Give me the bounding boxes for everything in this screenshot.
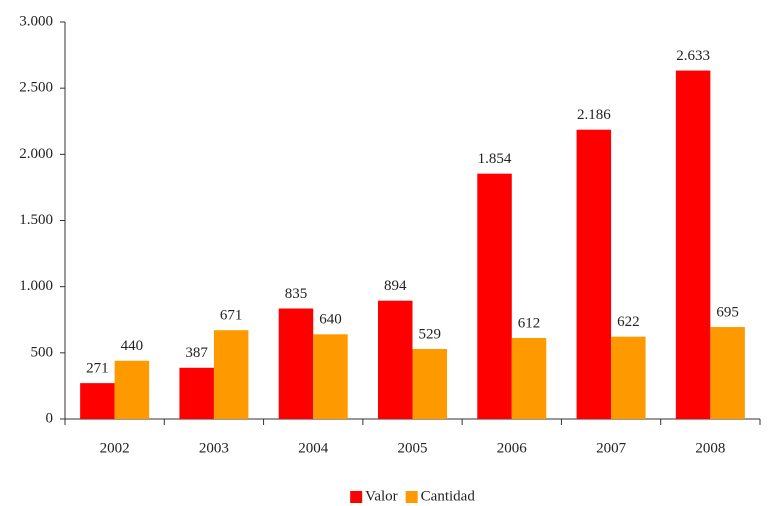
value-label: 271 — [86, 361, 109, 377]
bar — [611, 336, 646, 419]
bar — [378, 300, 413, 419]
value-label: 2.633 — [676, 48, 710, 64]
y-tick-label: 2.500 — [19, 80, 53, 96]
legend-swatch — [350, 491, 363, 503]
value-label: 835 — [285, 286, 308, 302]
legend-swatch — [405, 491, 418, 503]
legend-label: Cantidad — [421, 488, 476, 504]
bar — [313, 334, 348, 419]
legend-label: Valor — [365, 488, 398, 504]
y-tick-label: 1.500 — [19, 212, 53, 228]
bar — [278, 308, 314, 419]
value-label: 671 — [220, 308, 243, 324]
bar — [477, 173, 512, 419]
value-label: 387 — [185, 345, 208, 361]
x-tick-label: 2007 — [596, 440, 627, 456]
value-label: 894 — [384, 278, 407, 294]
bar — [675, 70, 711, 419]
x-tick-label: 2005 — [398, 440, 428, 456]
value-label: 2.186 — [577, 107, 611, 123]
value-label: 622 — [617, 314, 640, 330]
x-tick-label: 2004 — [298, 440, 329, 456]
y-tick-label: 2.000 — [19, 146, 53, 162]
y-tick-label: 1.000 — [19, 278, 53, 294]
x-tick-label: 2002 — [100, 440, 130, 456]
value-label: 612 — [518, 315, 541, 331]
y-tick-label: 3.000 — [19, 13, 53, 29]
value-label: 640 — [319, 312, 342, 328]
bar — [710, 327, 745, 419]
bar — [511, 338, 547, 419]
x-tick-label: 2008 — [695, 440, 725, 456]
bar — [412, 348, 447, 419]
bar — [80, 383, 115, 419]
value-label: 440 — [121, 338, 144, 354]
value-label: 529 — [419, 326, 442, 342]
x-tick-label: 2003 — [199, 440, 229, 456]
y-tick-label: 500 — [31, 344, 54, 360]
y-tick-label: 0 — [46, 410, 54, 426]
bar — [179, 367, 214, 419]
x-tick-label: 2006 — [497, 440, 528, 456]
bar — [213, 330, 249, 419]
bar — [114, 360, 150, 419]
value-label: 695 — [716, 304, 739, 320]
bar — [576, 129, 612, 419]
value-label: 1.854 — [478, 151, 512, 167]
